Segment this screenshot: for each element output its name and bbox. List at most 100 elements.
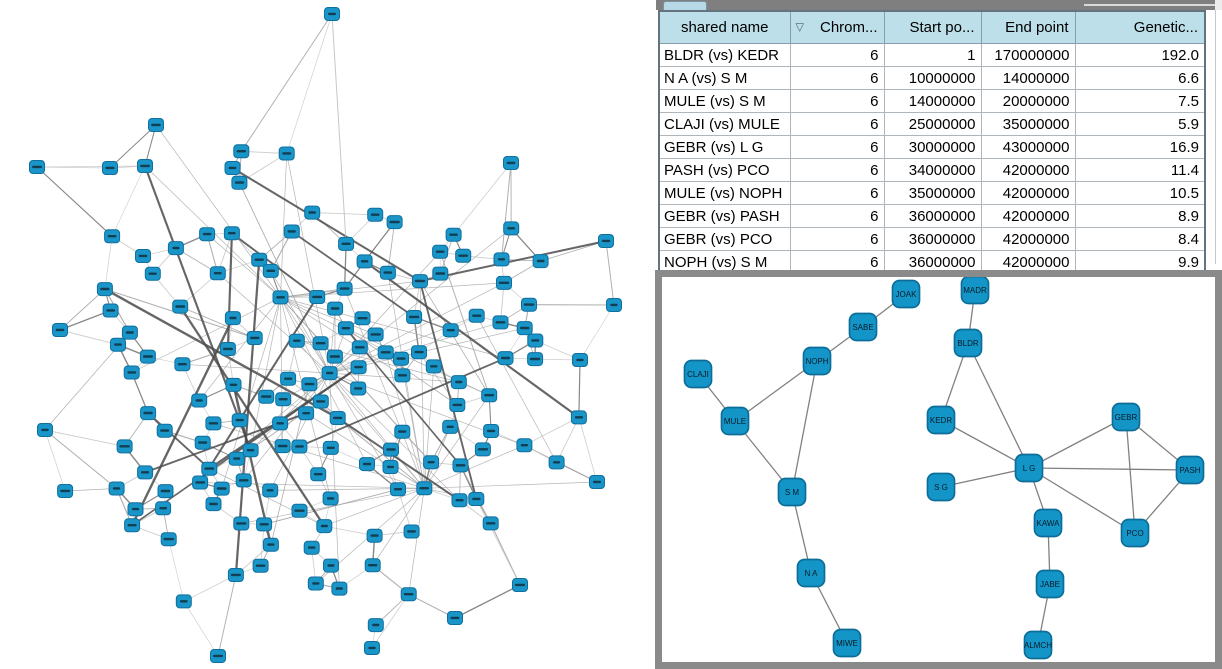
network-node[interactable] [235,473,252,488]
table-row[interactable]: CLAJI (vs) MULE 6 25000000 35000000 5.9 [658,112,1206,136]
network-node[interactable] [262,263,279,278]
network-node-noph[interactable]: NOPH [802,346,832,376]
network-node[interactable] [57,484,74,498]
network-node[interactable] [312,336,329,351]
network-node-miwe[interactable]: MIWE [832,628,862,658]
network-node[interactable] [589,475,605,489]
network-node[interactable] [139,349,156,364]
network-node[interactable] [291,503,308,518]
network-node[interactable] [393,351,409,366]
network-node[interactable] [492,315,509,330]
network-node[interactable] [280,371,297,386]
network-node[interactable] [364,558,381,573]
network-node[interactable] [383,442,399,457]
network-node[interactable] [156,423,173,438]
table-row[interactable]: MULE (vs) NOPH 6 35000000 42000000 10.5 [658,181,1206,205]
network-node[interactable] [468,492,485,506]
network-node[interactable] [157,484,174,499]
network-node[interactable] [400,587,417,602]
network-node[interactable] [199,227,216,242]
network-node[interactable] [174,357,191,372]
column-header-startpo[interactable]: Start po... [883,10,982,44]
network-node[interactable] [326,349,343,364]
table-row[interactable]: GEBR (vs) L G 6 30000000 43000000 16.9 [658,135,1206,159]
network-node[interactable] [191,393,208,408]
network-node[interactable] [367,207,384,222]
table-row[interactable]: GEBR (vs) PASH 6 36000000 42000000 8.9 [658,204,1206,228]
network-node[interactable] [219,342,236,356]
network-node[interactable] [288,333,305,348]
network-node[interactable] [104,229,121,244]
network-node[interactable] [329,411,346,425]
network-node[interactable] [447,611,463,625]
network-node[interactable] [322,440,339,455]
network-node[interactable] [224,311,241,326]
network-node[interactable] [337,321,354,336]
network-node[interactable] [309,290,326,304]
network-node[interactable] [272,416,289,431]
column-header-endpoint[interactable]: End point [980,10,1076,44]
network-node-pash[interactable]: PASH [1175,455,1205,485]
network-node[interactable] [482,516,499,531]
network-node[interactable] [272,290,289,305]
network-node[interactable] [194,435,211,450]
network-node[interactable] [121,325,138,340]
network-node[interactable] [312,394,329,409]
network-node[interactable] [256,517,273,532]
network-node[interactable] [403,524,420,539]
network-node[interactable] [258,389,275,404]
network-node[interactable] [606,298,622,312]
network-node[interactable] [412,274,428,289]
network-node[interactable] [394,424,411,439]
network-node[interactable] [377,345,394,360]
network-node[interactable] [242,443,259,458]
network-node-kawa[interactable]: KAWA [1033,508,1063,538]
network-node[interactable] [192,475,209,490]
network-node[interactable] [127,502,144,517]
network-node[interactable] [167,241,184,256]
network-node[interactable] [322,491,339,506]
network-node[interactable] [598,234,614,248]
network-node[interactable] [452,458,469,473]
network-node[interactable] [432,244,449,259]
network-node[interactable] [356,254,373,269]
network-node[interactable] [252,558,269,573]
network-node[interactable] [37,423,53,437]
network-node[interactable] [102,161,118,175]
network-node[interactable] [450,375,467,390]
network-node[interactable] [301,377,318,392]
network-node[interactable] [225,377,242,392]
network-node[interactable] [516,438,533,453]
network-node-sg[interactable]: S G [926,472,956,502]
network-node[interactable] [233,144,250,159]
network-node[interactable] [455,248,472,263]
network-node[interactable] [496,275,512,290]
network-node[interactable] [102,303,119,318]
network-node-lg[interactable]: L G [1014,453,1044,483]
network-node-gebr[interactable]: GEBR [1111,402,1141,432]
network-node[interactable] [108,481,125,496]
network-node[interactable] [338,236,355,251]
network-node[interactable] [251,252,268,267]
network-node[interactable] [364,641,380,655]
network-node[interactable] [135,249,151,263]
network-node[interactable] [327,301,344,316]
network-node[interactable] [390,482,406,497]
network-node-na[interactable]: N A [796,558,826,588]
network-node[interactable] [474,442,491,457]
network-node[interactable] [110,337,126,352]
network-node[interactable] [442,323,459,338]
network-node[interactable] [468,308,485,323]
network-node[interactable] [394,368,411,383]
network-node[interactable] [137,465,154,480]
network-node[interactable] [331,581,348,596]
network-node-pco[interactable]: PCO [1120,518,1150,548]
network-node[interactable] [144,266,161,281]
network-node-madr[interactable]: MADR [960,277,990,305]
network-node[interactable] [304,205,321,220]
network-node[interactable] [336,281,353,296]
network-node[interactable] [445,227,462,242]
table-panel-tab[interactable] [663,1,707,10]
network-node[interactable] [516,321,533,336]
network-node[interactable] [310,467,327,482]
